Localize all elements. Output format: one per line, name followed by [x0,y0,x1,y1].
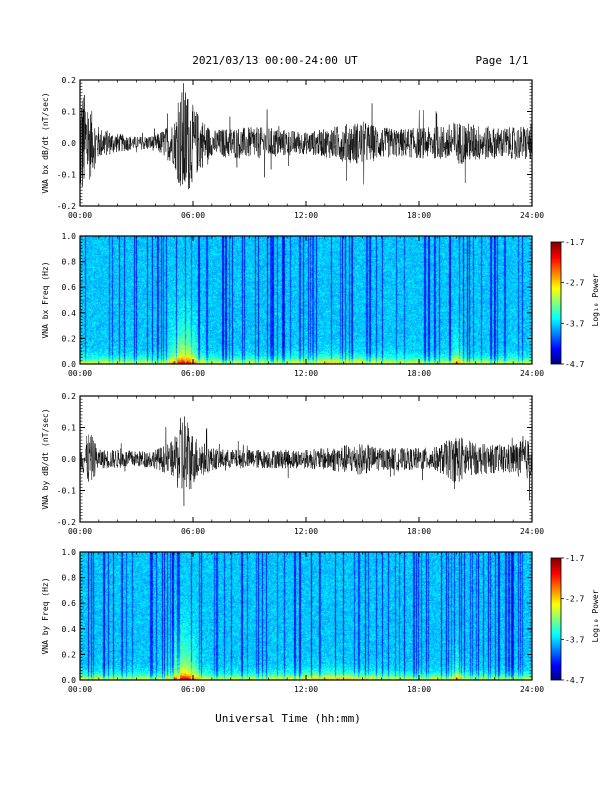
x-tick-label: 00:00 [68,685,92,694]
y-tick-label: 0.6 [62,283,77,292]
y-tick-label: -0.2 [57,202,76,211]
y-tick-label: 0.0 [62,455,77,464]
y-axis-label: VNA bx dB/dt (nT/sec) [41,92,50,193]
colorbar-frame [550,557,562,681]
y-tick-label: 0.8 [62,258,77,267]
x-tick-label: 06:00 [181,211,205,220]
colorbar-label: Log₁₀ Power [591,273,600,326]
x-axis-title: Universal Time (hh:mm) [215,712,361,725]
y-tick-label: 0.4 [62,625,77,634]
x-tick-label: 24:00 [520,685,544,694]
y-axis-label: VNA bx Freq (Hz) [41,261,50,338]
x-tick-label: 24:00 [520,211,544,220]
colorbar-tick-label: -3.7 [565,319,584,328]
colorbar-frame [550,241,562,365]
y-tick-label: -0.1 [57,171,76,180]
y-tick-label: 0.2 [62,76,77,85]
colorbar-canvas [551,558,561,680]
y-tick-label: 0.8 [62,574,77,583]
y-tick-label: 0.0 [62,139,77,148]
colorbar [551,242,561,364]
x-tick-label: 12:00 [294,685,318,694]
x-tick-label: 18:00 [407,211,431,220]
x-tick-label: 00:00 [68,369,92,378]
x-tick-label: 12:00 [294,527,318,536]
colorbar-tick-label: -1.7 [565,238,584,247]
y-tick-label: 0.6 [62,599,77,608]
y-tick-label: 0.2 [62,334,77,343]
y-tick-label: 0.0 [62,676,77,685]
x-tick-label: 06:00 [181,369,205,378]
y-tick-label: -0.1 [57,487,76,496]
y-tick-label: 0.1 [62,108,77,117]
y-tick-label: 0.0 [62,360,77,369]
colorbar-tick-label: -4.7 [565,360,584,369]
x-tick-label: 18:00 [407,369,431,378]
y-axis-label: VNA by dB/dt (nT/sec) [41,408,50,509]
x-tick-label: 18:00 [407,527,431,536]
spectrogram [80,552,532,680]
colorbar-tick-label: -2.7 [565,279,584,288]
x-tick-label: 12:00 [294,369,318,378]
x-tick-label: 00:00 [68,527,92,536]
spectrogram [80,236,532,364]
x-tick-label: 12:00 [294,211,318,220]
y-tick-label: 0.1 [62,424,77,433]
colorbar-canvas [551,242,561,364]
y-tick-label: 0.2 [62,392,77,401]
y-tick-label: -0.2 [57,518,76,527]
x-tick-label: 24:00 [520,369,544,378]
y-tick-label: 0.2 [62,650,77,659]
colorbar-label: Log₁₀ Power [591,589,600,642]
y-tick-label: 1.0 [62,232,77,241]
x-tick-label: 00:00 [68,211,92,220]
spectrogram-canvas [80,552,532,680]
page-header-page: Page 1/1 [476,54,529,67]
x-tick-label: 06:00 [181,527,205,536]
x-tick-label: 06:00 [181,685,205,694]
colorbar-tick-label: -1.7 [565,554,584,563]
colorbar-tick-label: -3.7 [565,635,584,644]
y-tick-label: 1.0 [62,548,77,557]
y-tick-label: 0.4 [62,309,77,318]
colorbar-tick-label: -2.7 [565,595,584,604]
spectrogram-canvas [80,236,532,364]
panels: 00:00 06:00 12:00 18:00 24:00 0.2 0.1 0.0 -0.1 -0… [41,76,600,694]
colorbar-tick-label: -4.7 [565,676,584,685]
series-line [80,83,532,190]
x-tick-label: 24:00 [520,527,544,536]
colorbar [551,558,561,680]
y-axis-label: VNA by Freq (Hz) [41,577,50,654]
series-line [80,416,532,506]
page-header-date: 2021/03/13 00:00-24:00 UT [192,54,358,67]
x-tick-label: 18:00 [407,685,431,694]
